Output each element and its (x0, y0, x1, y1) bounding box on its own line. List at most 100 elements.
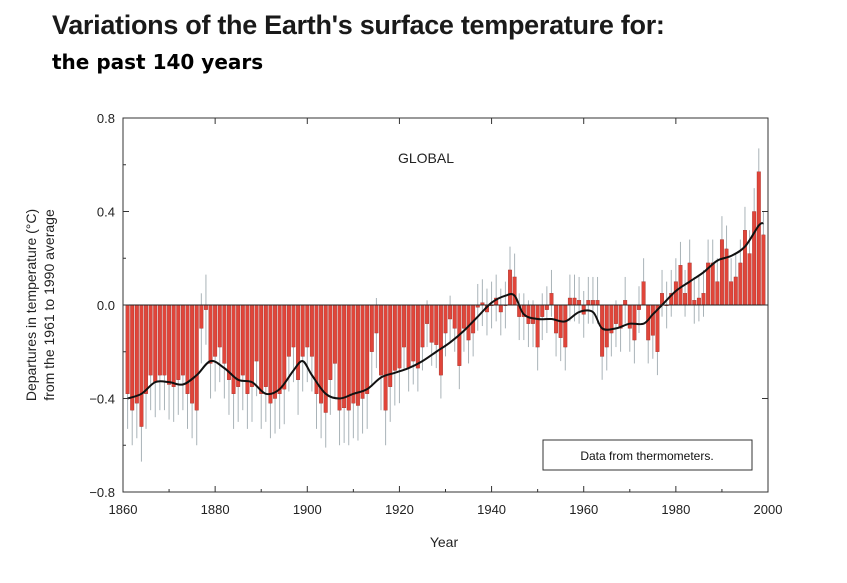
temperature-bar (332, 304, 337, 364)
x-axis: 1860 1880 1900 1920 1940 1960 1980 2000 (109, 118, 782, 517)
temperature-bar (213, 304, 218, 357)
temperature-bar (254, 304, 259, 362)
temperature-bar (512, 276, 517, 306)
temperature-bar (683, 293, 688, 306)
temperature-bar (379, 304, 383, 376)
temperature-bar (199, 304, 204, 329)
y-axis: 0.8 0.4 0.0 −0.4 −0.8 (89, 111, 768, 500)
temperature-bar (415, 304, 420, 369)
x-tick-label: 1960 (569, 502, 598, 517)
temperature-bar (342, 304, 347, 408)
y-axis-label: Departures in temperature (°C) (23, 209, 39, 401)
temperature-bar (526, 304, 531, 324)
x-tick-label: 1880 (201, 502, 230, 517)
temperature-bar (227, 304, 231, 380)
y-axis-label-secondary: from the 1961 to 1990 average (41, 209, 57, 401)
temperature-bar (618, 304, 623, 329)
temperature-bar (286, 304, 291, 357)
temperature-bar (614, 304, 618, 324)
temperature-bar (549, 293, 554, 306)
temperature-bar (508, 269, 512, 306)
temperature-bar (365, 304, 370, 394)
temperature-bar (710, 262, 715, 306)
region-label: GLOBAL (398, 150, 454, 166)
temperature-bar (397, 304, 402, 369)
temperature-bar (687, 262, 692, 306)
temperature-bar (531, 304, 535, 324)
temperature-bar (383, 304, 388, 411)
temperature-bar (337, 304, 342, 411)
temperature-bar (590, 300, 595, 306)
page-subtitle: the past 140 years (52, 50, 264, 74)
temperature-bar (217, 304, 222, 348)
temperature-bar (738, 262, 743, 306)
temperature-bar (139, 304, 144, 427)
x-tick-label: 1980 (661, 502, 690, 517)
temperature-bar (637, 304, 641, 310)
temperature-bar (715, 281, 720, 306)
temperature-bar (452, 304, 457, 329)
temperature-bar (351, 304, 356, 404)
temperature-bar (567, 297, 572, 306)
temperature-bar (374, 304, 379, 334)
temperature-bar (162, 304, 167, 376)
temperature-bar (153, 304, 158, 383)
temperature-bar (273, 304, 277, 399)
temperature-bar (194, 304, 199, 411)
temperature-bar (438, 304, 443, 376)
x-tick-label: 1900 (293, 502, 322, 517)
y-tick-label: 0.0 (97, 298, 115, 313)
temperature-bar (356, 304, 360, 406)
temperature-bar (222, 304, 227, 364)
temperature-bar (701, 293, 706, 306)
temperature-bar (411, 304, 416, 362)
temperature-bar (231, 304, 236, 394)
x-tick-label: 1860 (109, 502, 138, 517)
temperature-bar (466, 304, 471, 341)
temperature-bar (572, 297, 577, 306)
temperature-bar (544, 304, 549, 310)
temperature-bar (678, 265, 683, 306)
temperature-bar (291, 304, 296, 348)
temperature-bar (747, 253, 752, 306)
temperature-bar (577, 300, 582, 306)
temperature-bar (761, 234, 766, 306)
temperature-bar (743, 230, 747, 306)
temperature-bar (282, 304, 287, 390)
y-tick-label: −0.4 (89, 392, 115, 407)
temperature-bar (604, 304, 609, 348)
temperature-bar (125, 304, 130, 394)
temperature-bar (240, 304, 245, 376)
annotation-text: Data from thermometers. (580, 449, 713, 463)
annotation-box (542, 439, 753, 471)
bar-group (125, 148, 766, 462)
smoothed-trend-line (127, 222, 764, 400)
temperature-bar (632, 304, 637, 341)
temperature-bar (420, 304, 425, 348)
temperature-bar (692, 300, 697, 306)
temperature-bar (586, 300, 591, 306)
temperature-bar (696, 297, 701, 306)
temperature-bar (443, 304, 448, 334)
temperature-bar (305, 304, 310, 348)
temperature-bar (309, 304, 314, 357)
temperature-bar (208, 304, 213, 364)
temperature-bar (134, 304, 139, 404)
y-tick-label: −0.8 (89, 485, 115, 500)
temperature-bar (752, 211, 757, 306)
y-tick-label: 0.4 (97, 205, 115, 220)
temperature-bar (167, 304, 172, 385)
temperature-bar (461, 304, 466, 329)
temperature-bar (171, 304, 176, 387)
temperature-bar (600, 304, 605, 357)
temperature-bar (733, 276, 738, 306)
temperature-bar (650, 304, 655, 336)
temperature-bar (144, 304, 148, 394)
temperature-bar (328, 304, 333, 380)
x-tick-label: 1940 (477, 502, 506, 517)
temperature-bar (535, 304, 540, 348)
temperature-bar (180, 304, 185, 376)
temperature-bar (369, 304, 374, 352)
y-tick-label: 0.8 (97, 111, 115, 126)
page-title: Variations of the Earth's surface temper… (52, 10, 665, 40)
